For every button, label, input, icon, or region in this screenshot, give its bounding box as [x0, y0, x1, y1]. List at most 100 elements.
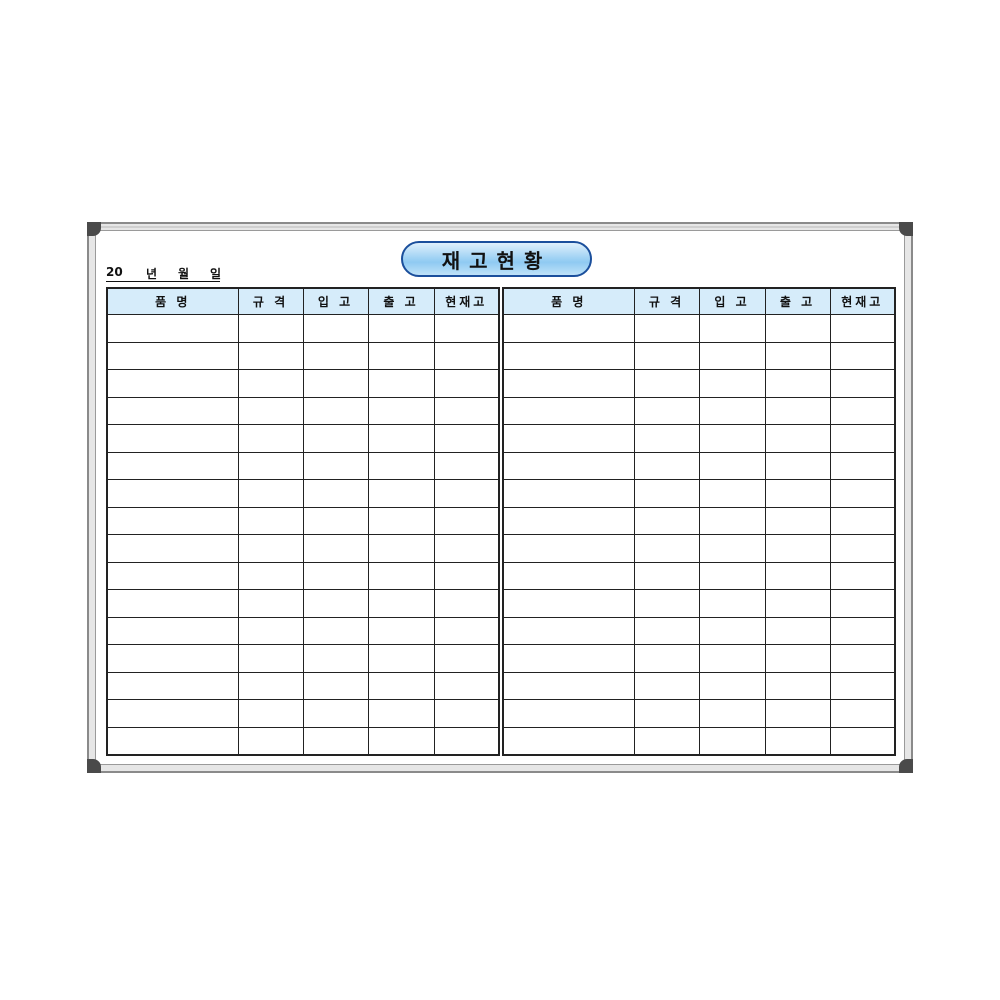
header-current-stock: 현재고 [829, 287, 896, 315]
table-cell [433, 341, 500, 370]
table-cell [698, 699, 766, 728]
table-cell [237, 589, 304, 618]
table-cell [367, 479, 435, 508]
table-cell [433, 479, 500, 508]
table-row [106, 479, 500, 508]
table-cell [433, 314, 500, 343]
corner-cap [899, 222, 913, 236]
table-cell [367, 506, 435, 535]
table-cell [302, 561, 369, 590]
table-cell [633, 699, 700, 728]
table-cell [302, 479, 369, 508]
table-row [502, 671, 896, 700]
table-cell [302, 341, 369, 370]
table-cell [106, 506, 239, 535]
table-cell [502, 451, 635, 480]
table-cell [367, 369, 435, 398]
table-cell [698, 616, 766, 645]
table-row [502, 699, 896, 728]
table-cell [633, 424, 700, 453]
table-cell [237, 479, 304, 508]
table-cell [829, 451, 896, 480]
table-cell [502, 534, 635, 563]
table-cell [698, 671, 766, 700]
table-cell [829, 644, 896, 673]
frame-rail [89, 226, 911, 228]
table-cell [502, 396, 635, 425]
table-row [502, 644, 896, 673]
table-cell [237, 341, 304, 370]
table-cell [698, 369, 766, 398]
table-row [106, 314, 500, 343]
table-cell [698, 726, 766, 756]
header-incoming: 입 고 [698, 287, 766, 315]
table-cell [829, 616, 896, 645]
date-line: 20 년 월 일 [106, 265, 221, 282]
table-cell [764, 506, 831, 535]
table-cell [698, 341, 766, 370]
table-cell [764, 561, 831, 590]
table-cell [633, 341, 700, 370]
table-row [502, 506, 896, 535]
table-cell [633, 534, 700, 563]
table-cell [502, 506, 635, 535]
table-cell [764, 451, 831, 480]
table-cell [302, 589, 369, 618]
table-cell [502, 726, 635, 756]
table-cell [433, 726, 500, 756]
table-cell [367, 341, 435, 370]
table-cell [237, 369, 304, 398]
table-row [106, 671, 500, 700]
table-row [106, 616, 500, 645]
table-cell [367, 671, 435, 700]
table-cell [302, 534, 369, 563]
table-cell [302, 451, 369, 480]
table-row [106, 534, 500, 563]
table-cell [502, 561, 635, 590]
table-row [502, 369, 896, 398]
table-cell [106, 561, 239, 590]
table-row [502, 424, 896, 453]
corner-cap [87, 759, 101, 773]
table-cell [764, 699, 831, 728]
inventory-table-right: 품 명 규 격 입 고 출 고 현재고 [502, 287, 896, 756]
table-row [502, 314, 896, 343]
table-cell [829, 424, 896, 453]
table-cell [106, 451, 239, 480]
table-cell [106, 314, 239, 343]
table-cell [502, 341, 635, 370]
table-cell [237, 506, 304, 535]
table-cell [302, 671, 369, 700]
table-cell [829, 341, 896, 370]
table-cell [502, 699, 635, 728]
table-cell [698, 479, 766, 508]
table-cell [764, 616, 831, 645]
table-cell [764, 479, 831, 508]
header-incoming: 입 고 [302, 287, 369, 315]
table-cell [764, 369, 831, 398]
table-cell [367, 589, 435, 618]
header-row: 품 명 규 격 입 고 출 고 현재고 [106, 287, 500, 315]
table-cell [633, 369, 700, 398]
table-cell [764, 644, 831, 673]
table-cell [633, 616, 700, 645]
table-cell [433, 644, 500, 673]
table-cell [433, 699, 500, 728]
inventory-table-left: 품 명 규 격 입 고 출 고 현재고 [106, 287, 500, 756]
table-cell [829, 726, 896, 756]
table-cell [764, 671, 831, 700]
table-cell [829, 506, 896, 535]
table-row [106, 506, 500, 535]
table-cell [633, 589, 700, 618]
header-spec: 규 격 [237, 287, 304, 315]
table-row [502, 396, 896, 425]
table-row [106, 699, 500, 728]
table-cell [698, 314, 766, 343]
table-cell [502, 479, 635, 508]
table-cell [502, 616, 635, 645]
table-row [106, 341, 500, 370]
date-year-prefix: 20 [106, 265, 123, 279]
table-cell [764, 314, 831, 343]
table-cell [237, 644, 304, 673]
table-cell [633, 479, 700, 508]
